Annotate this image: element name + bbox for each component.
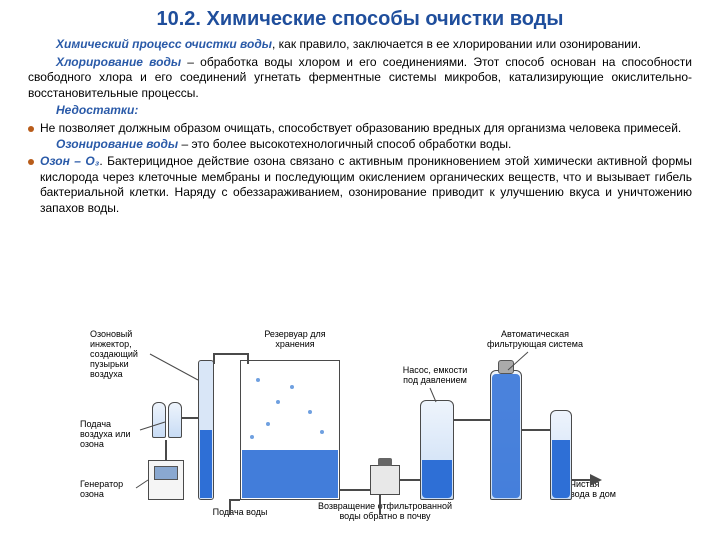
term-chlorination: Хлорирование воды [56,55,181,69]
term-process: Химический процесс очистки воды [56,37,272,51]
bullet-1: Не позволяет должным образом очищать, сп… [28,121,692,137]
pipes [80,330,640,535]
term-ozonation: Озонирование воды [56,137,178,151]
slide-title: 10.2. Химические способы очистки воды [28,8,692,31]
p1-tail: , как правило, заключается в ее хлориров… [272,37,641,51]
term-ozone: Озон – О₃ [40,154,99,168]
paragraph-5: Озонирование воды – это более высокотехн… [28,137,692,153]
bullet-2: Озон – О₃. Бактерицидное действие озона … [28,154,692,216]
p6-tail: . Бактерицидное действие озона связано с… [40,154,692,215]
paragraph-2: Хлорирование воды – обработка воды хлоро… [28,55,692,102]
bullet-1-text: Не позволяет должным образом очищать, сп… [40,121,692,137]
term-drawbacks: Недостатки: [56,103,138,117]
paragraph-3: Недостатки: [28,103,692,119]
paragraph-1: Химический процесс очистки воды, как пра… [28,37,692,53]
p5-tail: – это более высокотехнологичный способ о… [178,137,511,151]
ozonation-diagram: Озоновыйинжектор,создающийпузырькивоздух… [80,330,640,535]
bullet-icon [28,159,34,165]
bullet-2-text: Озон – О₃. Бактерицидное действие озона … [40,154,692,216]
bullet-icon [28,126,34,132]
